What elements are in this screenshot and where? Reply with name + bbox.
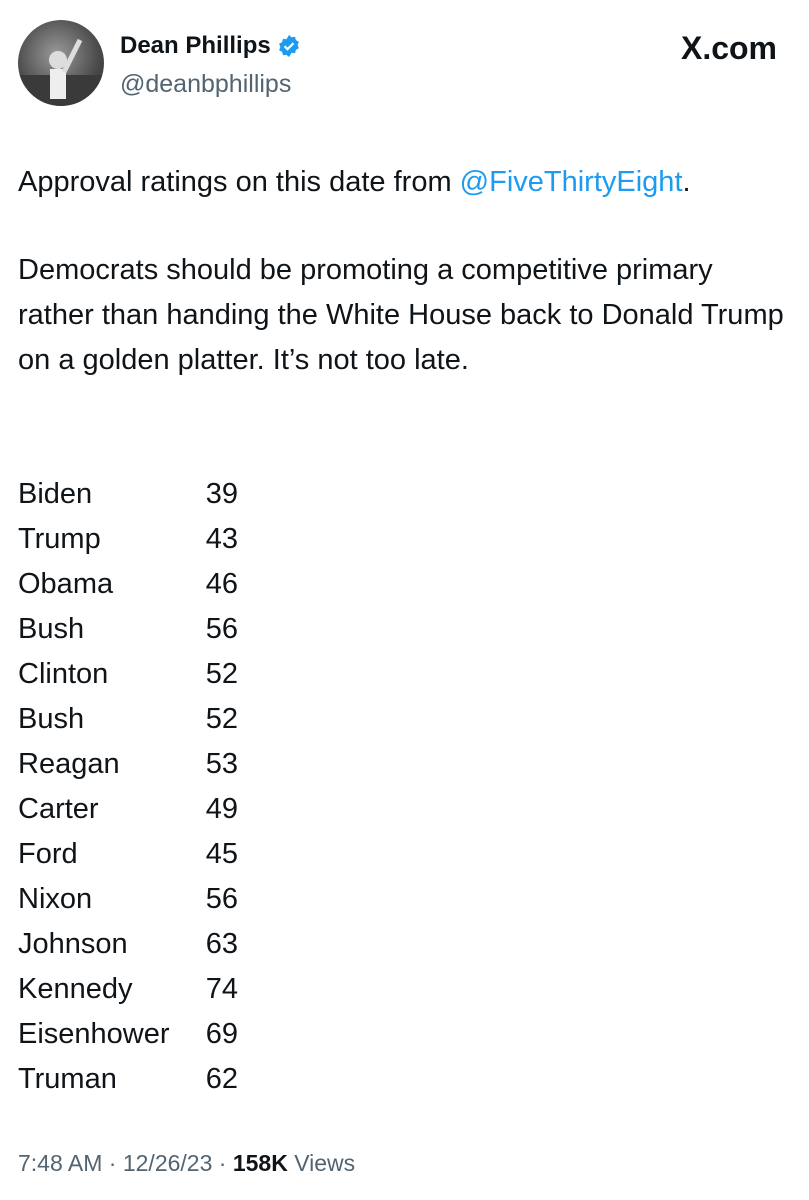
rating-row: Reagan 53	[18, 742, 238, 787]
approval-value: 63	[205, 928, 238, 960]
author-name[interactable]: Dean Phillips	[120, 32, 301, 60]
approval-value: 52	[205, 703, 238, 735]
president-name: Eisenhower	[18, 1018, 170, 1050]
rating-row: Kennedy 74	[18, 967, 238, 1012]
approval-value: 39	[205, 478, 238, 510]
president-name: Nixon	[18, 883, 93, 915]
rating-row: Ford 45	[18, 832, 238, 877]
rating-row: Obama 46	[18, 562, 238, 607]
approval-value: 43	[205, 523, 238, 555]
separator: ·	[108, 1150, 117, 1176]
verified-badge	[278, 35, 299, 57]
president-name: Carter	[18, 793, 99, 825]
rating-row: Johnson 63	[18, 922, 238, 967]
intro-text: Approval ratings on this date from	[18, 166, 460, 198]
president-name: Reagan	[18, 748, 120, 780]
post-time[interactable]: 7:48 AM	[18, 1150, 103, 1176]
tweet-footer: 7:48 AM · 12/26/23 · 158K Views	[18, 1150, 355, 1177]
rating-row: Bush 56	[18, 607, 238, 652]
president-name: Johnson	[18, 928, 128, 960]
rating-row: Nixon 56	[18, 877, 238, 922]
approval-value: 56	[205, 883, 238, 915]
author-name-text: Dean Phillips	[120, 32, 271, 59]
intro-end: .	[682, 166, 691, 198]
site-logo: X.com	[680, 30, 777, 66]
avatar[interactable]	[18, 20, 104, 106]
president-name: Biden	[18, 478, 93, 510]
rating-row: Eisenhower 69	[18, 1012, 238, 1057]
views-label: Views	[294, 1150, 356, 1176]
approval-value: 62	[205, 1063, 238, 1095]
avatar-image	[18, 38, 104, 106]
president-name: Bush	[18, 703, 85, 735]
president-name: Kennedy	[18, 973, 133, 1005]
rating-row: Carter 49	[18, 787, 238, 832]
approval-value: 53	[205, 748, 238, 780]
president-name: Truman	[18, 1063, 117, 1095]
president-name: Clinton	[18, 658, 109, 690]
president-name: Trump	[18, 523, 101, 555]
separator: ·	[218, 1150, 227, 1176]
rating-row: Biden 39	[18, 472, 238, 517]
rating-row: Trump 43	[18, 517, 238, 562]
intro-paragraph: Approval ratings on this date from @Five…	[18, 160, 788, 205]
rating-row: Clinton 52	[18, 652, 238, 697]
president-name: Obama	[18, 568, 114, 600]
approval-value: 45	[205, 838, 238, 870]
president-name: Ford	[18, 838, 78, 870]
approval-value: 52	[205, 658, 238, 690]
ratings-list: Biden 39 Trump 43 Obama 46 Bush 56 Clinton 52 Bush…	[18, 472, 238, 1102]
mention-link[interactable]: @FiveThirtyEight	[459, 166, 683, 198]
post-date[interactable]: 12/26/23	[122, 1150, 213, 1176]
rating-row: Bush 52	[18, 697, 238, 742]
author-handle[interactable]: @deanbphillips	[120, 70, 292, 98]
approval-value: 74	[205, 973, 238, 1005]
approval-value: 49	[205, 793, 238, 825]
approval-value: 56	[205, 613, 238, 645]
views-count: 158K	[232, 1150, 288, 1176]
approval-value: 46	[205, 568, 238, 600]
rating-row: Truman 62	[18, 1057, 238, 1102]
body-paragraph: Democrats should be promoting a competit…	[18, 254, 784, 376]
president-name: Bush	[18, 613, 85, 645]
approval-value: 69	[205, 1018, 238, 1050]
